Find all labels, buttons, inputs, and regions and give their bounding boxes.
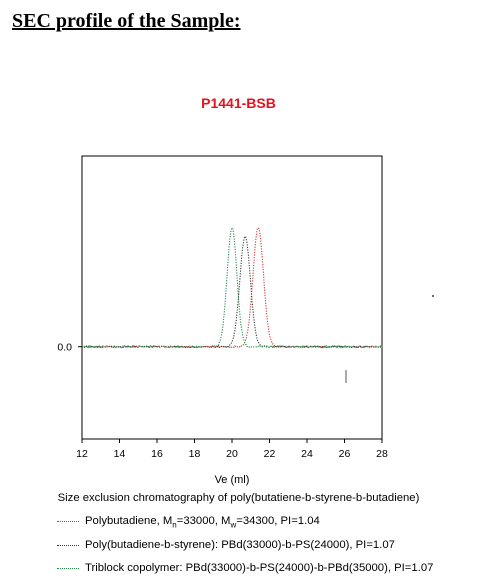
- page-heading: SEC profile of the Sample:: [12, 10, 241, 32]
- chart-title: P1441-BSB: [201, 95, 276, 111]
- plot-frame: [81, 155, 383, 440]
- legend-swatch-diblock: [57, 545, 79, 546]
- series-layer: [81, 227, 383, 349]
- series-line-2: [81, 235, 383, 349]
- legend-label-polybutadiene: Polybutadiene, Mn=33000, Mw=34300, PI=1.…: [85, 515, 320, 530]
- axis-ticks: 12 14 16 18 20 22 24 26 28 0.0: [57, 342, 388, 460]
- legend-label-diblock: Poly(butadiene-b-styrene): PBd(33000)-b-…: [85, 539, 395, 551]
- legend-swatch-polybutadiene: [57, 521, 79, 522]
- y-tick-label: 0.0: [57, 342, 72, 354]
- x-tick-label: 14: [114, 448, 126, 460]
- x-tick-label: 16: [151, 448, 163, 460]
- legend-swatch-triblock: [57, 568, 79, 569]
- series-line-3: [81, 227, 383, 349]
- x-tick-label: 20: [226, 448, 238, 460]
- x-tick-label: 28: [376, 448, 388, 460]
- x-tick-label: 18: [189, 448, 201, 460]
- x-tick-label: 22: [264, 448, 276, 460]
- stray-dot: [432, 295, 434, 297]
- series-line-1: [81, 227, 383, 349]
- x-tick-label: 26: [339, 448, 351, 460]
- legend-label-triblock: Triblock copolymer: PBd(33000)-b-PS(2400…: [85, 562, 434, 574]
- figure-caption: Size exclusion chromatography of poly(bu…: [57, 492, 420, 504]
- x-tick-label: 12: [76, 448, 88, 460]
- x-tick-label: 24: [301, 448, 313, 460]
- x-axis-label: Ve (ml): [215, 474, 250, 486]
